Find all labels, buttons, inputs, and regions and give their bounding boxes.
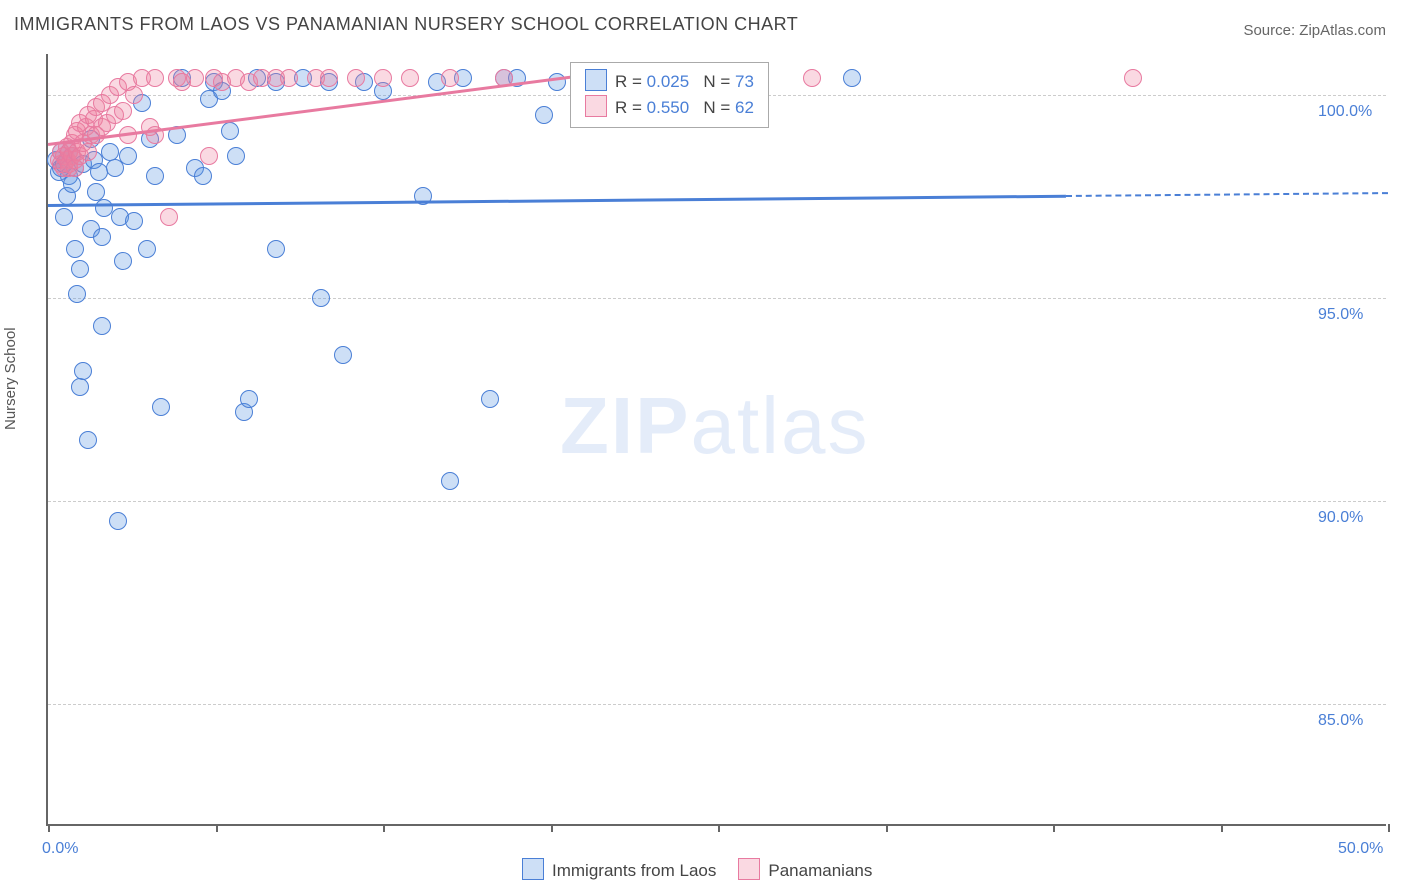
data-point-laos: [71, 378, 89, 396]
data-point-laos: [843, 69, 861, 87]
data-point-laos: [79, 431, 97, 449]
data-point-laos: [119, 147, 137, 165]
gridline: [48, 501, 1386, 502]
watermark: ZIPatlas: [560, 380, 869, 472]
data-point-laos: [240, 390, 258, 408]
y-tick-label: 95.0%: [1318, 306, 1363, 324]
data-point-pan: [186, 69, 204, 87]
x-tick-label: 50.0%: [1338, 840, 1383, 858]
x-tick: [48, 824, 50, 832]
data-point-pan: [200, 147, 218, 165]
data-point-pan: [280, 69, 298, 87]
legend-item: Panamanians: [716, 861, 872, 880]
x-tick: [383, 824, 385, 832]
data-point-laos: [109, 512, 127, 530]
trend-line: [1066, 192, 1388, 197]
data-point-laos: [227, 147, 245, 165]
data-point-laos: [535, 106, 553, 124]
data-point-laos: [55, 208, 73, 226]
x-tick: [886, 824, 888, 832]
data-point-pan: [803, 69, 821, 87]
data-point-laos: [312, 289, 330, 307]
data-point-laos: [481, 390, 499, 408]
y-axis-label: Nursery School: [2, 327, 19, 430]
y-tick-label: 85.0%: [1318, 712, 1363, 730]
x-tick: [718, 824, 720, 832]
data-point-laos: [114, 252, 132, 270]
data-point-laos: [93, 228, 111, 246]
x-tick: [1388, 824, 1390, 832]
data-point-pan: [114, 102, 132, 120]
data-point-laos: [125, 212, 143, 230]
data-point-laos: [152, 398, 170, 416]
data-point-laos: [334, 346, 352, 364]
x-tick: [1053, 824, 1055, 832]
data-point-laos: [74, 362, 92, 380]
data-point-laos: [63, 175, 81, 193]
data-point-pan: [1124, 69, 1142, 87]
data-point-laos: [138, 240, 156, 258]
y-tick-label: 100.0%: [1318, 103, 1372, 121]
data-point-laos: [101, 143, 119, 161]
legend-row: R = 0.025 N = 73: [585, 69, 754, 95]
x-tick: [216, 824, 218, 832]
trend-line: [48, 195, 1066, 207]
data-point-laos: [221, 122, 239, 140]
data-point-laos: [194, 167, 212, 185]
data-point-pan: [79, 143, 97, 161]
data-point-laos: [71, 260, 89, 278]
data-point-laos: [267, 240, 285, 258]
data-point-laos: [66, 240, 84, 258]
source-label: Source: ZipAtlas.com: [1243, 22, 1386, 39]
x-tick: [551, 824, 553, 832]
legend-row: R = 0.550 N = 62: [585, 95, 754, 121]
data-point-pan: [125, 86, 143, 104]
x-tick: [1221, 824, 1223, 832]
data-point-pan: [146, 69, 164, 87]
series-legend: Immigrants from LaosPanamanians: [500, 858, 872, 881]
chart-title: IMMIGRANTS FROM LAOS VS PANAMANIAN NURSE…: [14, 14, 798, 35]
gridline: [48, 704, 1386, 705]
x-tick-label: 0.0%: [42, 840, 78, 858]
legend-item: Immigrants from Laos: [500, 861, 716, 880]
y-tick-label: 90.0%: [1318, 509, 1363, 527]
data-point-pan: [401, 69, 419, 87]
stats-legend: R = 0.025 N = 73R = 0.550 N = 62: [570, 62, 769, 128]
data-point-laos: [68, 285, 86, 303]
data-point-pan: [160, 208, 178, 226]
data-point-laos: [441, 472, 459, 490]
data-point-laos: [146, 167, 164, 185]
gridline: [48, 298, 1386, 299]
data-point-laos: [93, 317, 111, 335]
